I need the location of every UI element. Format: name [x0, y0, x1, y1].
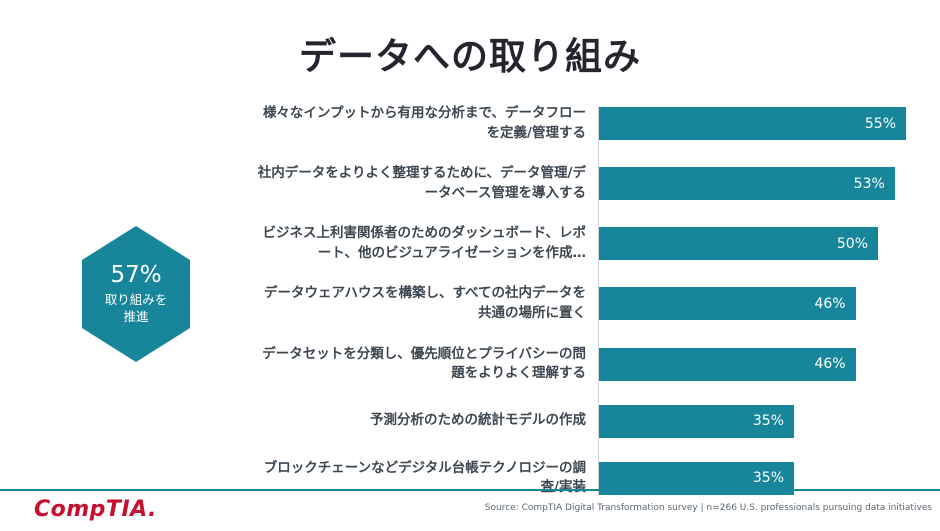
highlight-hexagon: 57% 取り組みを 推進 [82, 226, 190, 362]
bar-row: 予測分析のための統計モデルの作成 35% [253, 404, 923, 438]
bar-row: データウェアハウスを構築し、すべての社内データを共通の場所に置く 46% [253, 284, 923, 323]
bar-row: データセットを分類し、優先順位とプライバシーの問題をよりよく理解する 46% [253, 345, 923, 384]
source-text: Source: CompTIA Digital Transformation s… [484, 503, 932, 513]
bar-value-label: 55% [864, 115, 896, 132]
footer-divider [0, 489, 940, 491]
bar-label: 社内データをよりよく整理するために、データ管理/データベース管理を導入する [257, 165, 586, 201]
chart-axis-line [598, 106, 599, 496]
bar-label: データウェアハウスを構築し、すべての社内データを共通の場所に置く [264, 285, 586, 321]
bar-label: ブロックチェーンなどデジタル台帳テクノロジーの調査/実装 [263, 459, 586, 496]
bar: 55% [598, 107, 906, 141]
bar: 35% [598, 404, 794, 438]
bar: 50% [598, 227, 878, 261]
bar-row: 社内データをよりよく整理するために、データ管理/データベース管理を導入する 53… [253, 164, 923, 203]
hexagon-label: 取り組みを 推進 [105, 292, 168, 326]
comptia-logo: CompTIA. [34, 497, 157, 522]
bar: 46% [598, 287, 856, 321]
bar-label: データセットを分類し、優先順位とプライバシーの問題をよりよく理解する [262, 345, 586, 382]
page-title: データへの取り組み [299, 35, 641, 78]
bar: 53% [598, 167, 895, 201]
hexagon-label-line2: 推進 [123, 309, 149, 324]
bar-label: ビジネス上利害関係者のためのダッシュボード、レポート、他のビジュアライゼーション… [262, 225, 586, 261]
bar-row: ビジネス上利害関係者のためのダッシュボード、レポート、他のビジュアライゼーション… [253, 224, 923, 263]
bar-label: 様々なインプットから有用な分析まで、データフローを定義/管理する [262, 105, 586, 141]
bar-value-label: 46% [814, 356, 846, 373]
bar-chart: 様々なインプットから有用な分析まで、データフローを定義/管理する 55% 社内デ… [253, 104, 923, 498]
bar-value-label: 53% [853, 175, 885, 192]
hexagon-value: 57% [110, 262, 162, 289]
bar-value-label: 46% [814, 295, 846, 312]
hexagon-label-line1: 取り組みを [104, 292, 168, 308]
bar-row: 様々なインプットから有用な分析まで、データフローを定義/管理する 55% [253, 104, 923, 143]
bar-value-label: 35% [752, 413, 784, 430]
bar-label: 予測分析のための統計モデルの作成 [370, 412, 586, 429]
bar-row: ブロックチェーンなどデジタル台帳テクノロジーの調査/実装 35% [253, 459, 923, 498]
bar: 46% [598, 347, 856, 381]
bar-value-label: 50% [836, 235, 868, 252]
bar-value-label: 35% [752, 470, 784, 487]
